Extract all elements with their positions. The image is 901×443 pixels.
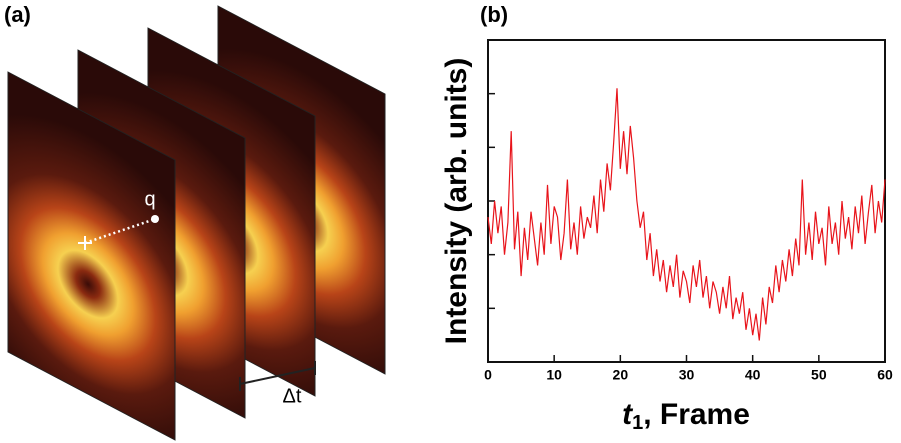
dt-bracket xyxy=(239,361,316,391)
data-line xyxy=(487,88,886,341)
x-tick-label: 40 xyxy=(745,367,761,383)
beam-center xyxy=(78,236,92,250)
plot-frame xyxy=(487,39,886,363)
panel-label: (b) xyxy=(480,2,508,27)
x-label-var: t xyxy=(622,398,634,431)
q-point xyxy=(151,215,159,223)
speckle-frames xyxy=(7,5,386,441)
q-label: q xyxy=(144,188,155,210)
x-tick-label: 10 xyxy=(546,367,562,383)
q-vector xyxy=(84,217,156,245)
x-tick-label: 20 xyxy=(613,367,629,383)
x-label-sub: 1 xyxy=(632,412,643,434)
y-axis-label: Intensity (arb. units) xyxy=(440,58,473,345)
panel-label: (a) xyxy=(4,2,31,27)
x-tick-label: 30 xyxy=(679,367,695,383)
x-tick-label: 0 xyxy=(484,367,492,383)
x-tick-label: 60 xyxy=(877,367,893,383)
frame xyxy=(7,71,176,441)
x-tick-label: 50 xyxy=(811,367,827,383)
x-axis-label: t1, Frame xyxy=(622,398,750,434)
dt-label: Δt xyxy=(283,385,302,407)
x-label-rest: , Frame xyxy=(643,398,750,431)
